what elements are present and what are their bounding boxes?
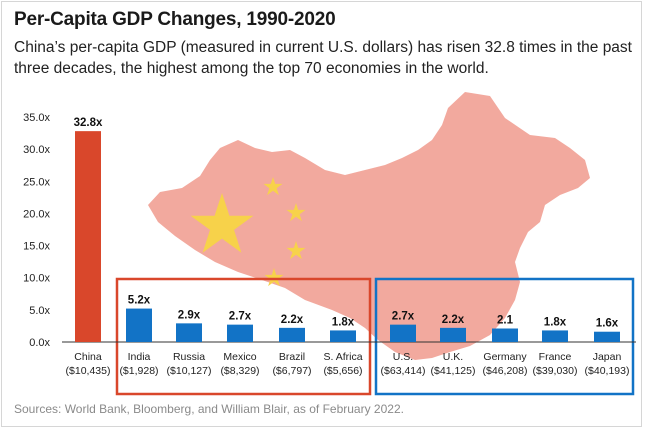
bar [390, 324, 416, 342]
data-label: 2.7x [229, 311, 252, 323]
category-gdp-label: ($46,208) [483, 365, 528, 377]
china-map-shape [148, 92, 590, 360]
big-star-icon [190, 193, 254, 253]
category-label: Japan [593, 351, 622, 363]
category-gdp-label: ($10,127) [167, 365, 212, 377]
y-tick-label: 0.0x [29, 337, 50, 349]
category-gdp-label: ($1,928) [119, 365, 158, 377]
y-tick-label: 20.0x [23, 208, 50, 220]
data-label: 2.1 [497, 315, 514, 327]
category-label: India [128, 351, 151, 363]
bar [279, 327, 305, 342]
category-label: Russia [173, 351, 205, 363]
small-star-icon [286, 203, 306, 222]
data-label: 2.2x [442, 314, 465, 326]
data-label: 2.9x [178, 309, 201, 321]
category-gdp-label: ($40,193) [585, 365, 630, 377]
bar [440, 327, 466, 342]
bar [126, 308, 152, 342]
category-gdp-label: ($41,125) [431, 365, 476, 377]
category-label: Mexico [223, 351, 256, 363]
category-gdp-label: ($8,329) [220, 365, 259, 377]
category-label: U.K. [443, 351, 463, 363]
y-tick-label: 35.0x [23, 112, 50, 124]
data-label: 1.8x [332, 316, 355, 328]
bars [75, 131, 620, 342]
y-axis: 0.0x 5.0x 10.0x 15.0x 20.0x 25.0x 30.0x 35.0x [23, 112, 636, 349]
china-map-illustration [148, 92, 590, 360]
category-label: Germany [483, 351, 527, 363]
y-tick-label: 30.0x [23, 144, 50, 156]
category-gdp-label: ($6,797) [272, 365, 311, 377]
chart-subtitle: China’s per-capita GDP (measured in curr… [14, 39, 632, 77]
y-tick-label: 25.0x [23, 176, 50, 188]
data-label: 5.2x [128, 295, 151, 307]
category-gdp-label: ($63,414) [381, 365, 426, 377]
small-star-icon [264, 268, 284, 287]
bar [176, 323, 202, 342]
chart-title: Per-Capita GDP Changes, 1990-2020 [14, 9, 336, 30]
bar [594, 331, 620, 342]
small-star-icon [263, 177, 283, 196]
data-label: 2.7x [392, 311, 415, 323]
category-labels: China ($10,435) India ($1,928) Russia ($10,12… [66, 351, 630, 377]
bar [75, 131, 101, 342]
data-label: 1.6x [596, 318, 619, 330]
category-label: Brazil [279, 351, 305, 363]
value-labels: 32.8x 5.2x 2.9x 2.7x 2.2x 1.8x 2.7x 2.2x 2.1 1.8x… [74, 117, 619, 330]
category-label: S. Africa [323, 351, 362, 363]
y-tick-label: 5.0x [29, 305, 50, 317]
bar [542, 330, 568, 342]
y-tick-label: 10.0x [23, 273, 50, 285]
emerging-markets-box [115, 277, 372, 396]
category-gdp-label: ($5,656) [323, 365, 362, 377]
data-label: 32.8x [74, 117, 103, 129]
category-gdp-label: ($10,435) [66, 365, 111, 377]
y-tick-label: 15.0x [23, 241, 50, 253]
data-label: 1.8x [544, 316, 567, 328]
category-gdp-label: ($39,030) [533, 365, 578, 377]
source-note: Sources: World Bank, Bloomberg, and Will… [14, 402, 404, 416]
category-label: France [539, 351, 572, 363]
category-label: U.S. [393, 351, 413, 363]
bar [227, 324, 253, 342]
data-label: 2.2x [281, 314, 304, 326]
small-star-icon [286, 241, 306, 260]
category-label: China [74, 351, 102, 363]
bar [492, 328, 518, 342]
developed-markets-box [374, 277, 635, 396]
bar [330, 330, 356, 342]
